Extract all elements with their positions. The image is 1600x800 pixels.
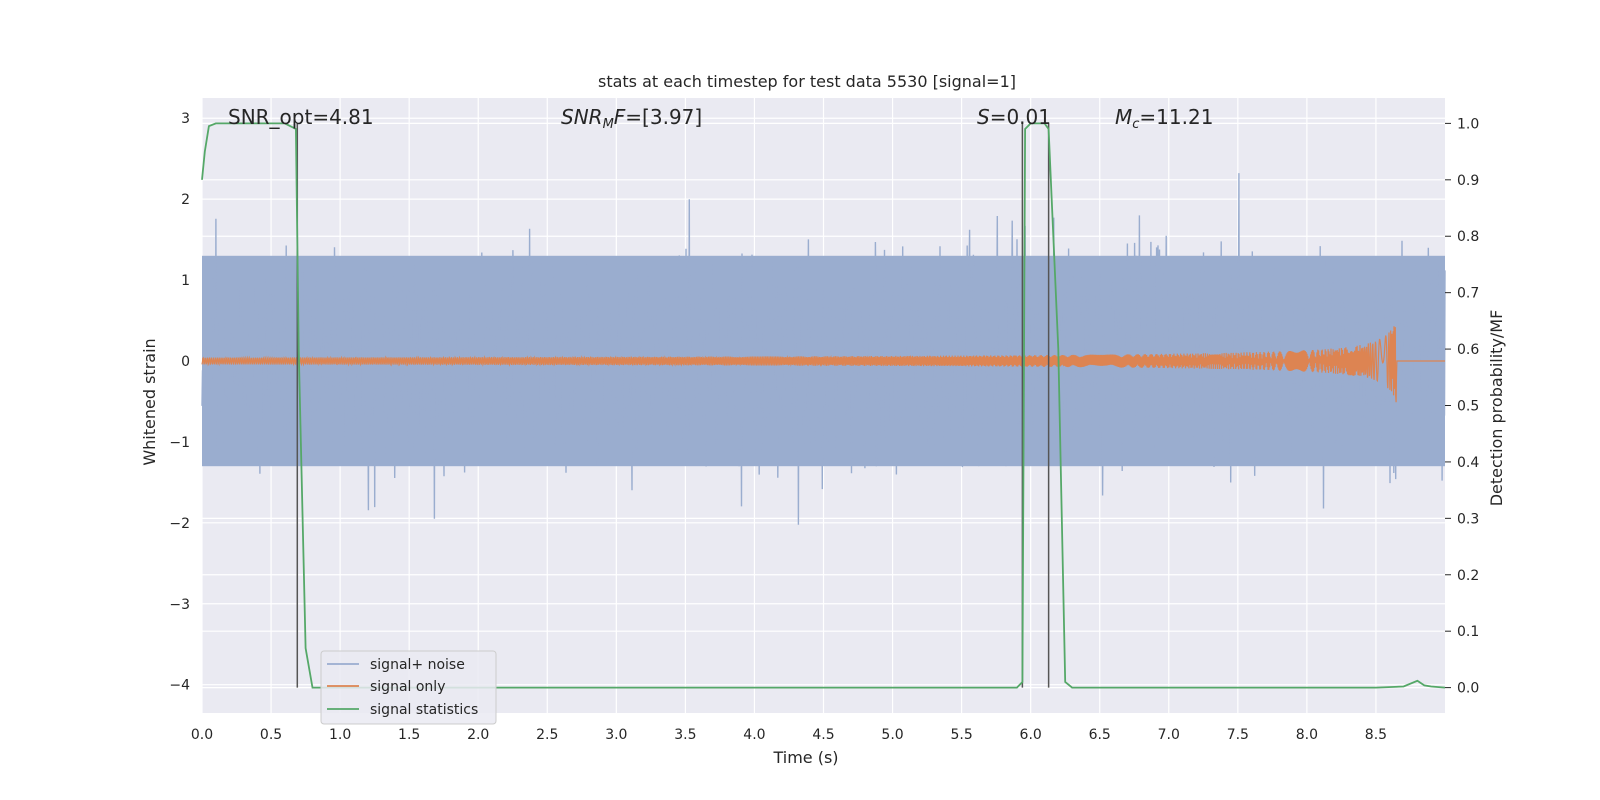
y-axis-ticks: −4 −3 −2 −1 0 1 2 3 bbox=[169, 111, 190, 693]
legend-label-signal-statistics: signal statistics bbox=[370, 702, 478, 718]
series-signal-statistics bbox=[201, 122, 1446, 689]
x-tick-label: 1.0 bbox=[329, 727, 351, 743]
x-tick-label: 6.0 bbox=[1020, 727, 1042, 743]
y2-tick-label: 0.8 bbox=[1457, 229, 1479, 245]
legend-label-signal-only: signal only bbox=[370, 679, 445, 695]
legend-box bbox=[320, 650, 497, 725]
x-tick-label: 0.5 bbox=[260, 727, 282, 743]
y2-tick-label: 0.7 bbox=[1457, 286, 1479, 302]
x-axis-label: Time (s) bbox=[772, 748, 838, 767]
x-tick-label: 4.5 bbox=[812, 727, 834, 743]
signal-trace bbox=[201, 326, 1445, 403]
annotation-mc-value: =11.21 bbox=[1139, 105, 1213, 129]
annotation-snr-mf-value: =[3.97] bbox=[625, 105, 702, 129]
annotation-s-value: =0.01 bbox=[990, 105, 1051, 129]
y2-tick-label: 0.5 bbox=[1457, 399, 1479, 415]
y2-tick-label: 0.9 bbox=[1457, 173, 1479, 189]
legend-label-signal-noise: signal+ noise bbox=[370, 657, 465, 673]
annotation-s-var: S bbox=[977, 105, 990, 129]
annotation-snr-mf-tail: F bbox=[614, 105, 626, 129]
y-tick-label: 0 bbox=[181, 354, 190, 370]
x-tick-label: 5.5 bbox=[950, 727, 972, 743]
y2-tick-label: 0.3 bbox=[1457, 511, 1479, 527]
y-tick-label: −1 bbox=[169, 435, 190, 451]
annotation-mc-var: M bbox=[1115, 105, 1132, 129]
x-tick-label: 3.0 bbox=[605, 727, 627, 743]
x-tick-label: 8.0 bbox=[1296, 727, 1318, 743]
x-tick-label: 7.0 bbox=[1158, 727, 1180, 743]
x-tick-label: 2.0 bbox=[467, 727, 489, 743]
x-tick-label: 7.5 bbox=[1227, 727, 1249, 743]
y2-tick-label: 0.4 bbox=[1457, 455, 1479, 471]
statistics-line bbox=[201, 122, 1446, 689]
y-tick-label: 2 bbox=[181, 192, 190, 208]
noise-trace bbox=[201, 173, 1446, 525]
annotation-snr-mf: SNRMF=[3.97] bbox=[561, 105, 702, 132]
y-tick-label: 1 bbox=[181, 273, 190, 289]
legend: signal+ noise signal only signal statist… bbox=[320, 650, 497, 725]
x-tick-label: 1.5 bbox=[398, 727, 420, 743]
series-signal-only bbox=[201, 326, 1445, 403]
y2-tick-label: 0.0 bbox=[1457, 681, 1479, 697]
x-tick-label: 5.0 bbox=[881, 727, 903, 743]
x-tick-label: 4.0 bbox=[743, 727, 765, 743]
y-axis-label: Whitened strain bbox=[140, 338, 159, 465]
y-tick-label: −4 bbox=[169, 678, 190, 694]
annotation-mc: Mc=11.21 bbox=[1115, 105, 1213, 132]
x-tick-label: 6.5 bbox=[1089, 727, 1111, 743]
y2-axis-label: Detection probability/MF bbox=[1487, 310, 1506, 507]
y2-tick-label: 0.6 bbox=[1457, 342, 1479, 358]
y2-tick-label: 0.1 bbox=[1457, 624, 1479, 640]
chart-title: stats at each timestep for test data 553… bbox=[598, 72, 1016, 91]
y2-axis-ticks: 0.0 0.1 0.2 0.3 0.4 0.5 0.6 0.7 0.8 0.9 1.0 bbox=[1445, 116, 1479, 697]
annotation-snr-opt: SNR_opt=4.81 bbox=[228, 105, 374, 129]
y2-tick-label: 0.2 bbox=[1457, 568, 1479, 584]
annotation-snr-mf-var: SNR bbox=[561, 105, 603, 129]
annotation-s: S=0.01 bbox=[977, 105, 1051, 129]
x-tick-label: 3.5 bbox=[674, 727, 696, 743]
y-tick-label: 3 bbox=[181, 111, 190, 127]
x-tick-label: 2.5 bbox=[536, 727, 558, 743]
x-tick-label: 8.5 bbox=[1365, 727, 1387, 743]
x-axis-ticks: 0.0 0.5 1.0 1.5 2.0 2.5 3.0 3.5 4.0 4.5 5.0 5.5 6.0 6… bbox=[191, 727, 1387, 743]
x-tick-label: 0.0 bbox=[191, 727, 213, 743]
y2-tick-label: 1.0 bbox=[1457, 116, 1479, 132]
y-tick-label: −2 bbox=[169, 516, 190, 532]
annotation-mc-sub: c bbox=[1132, 117, 1139, 132]
annotation-snr-mf-sub: M bbox=[603, 117, 614, 132]
y-tick-label: −3 bbox=[169, 597, 190, 613]
